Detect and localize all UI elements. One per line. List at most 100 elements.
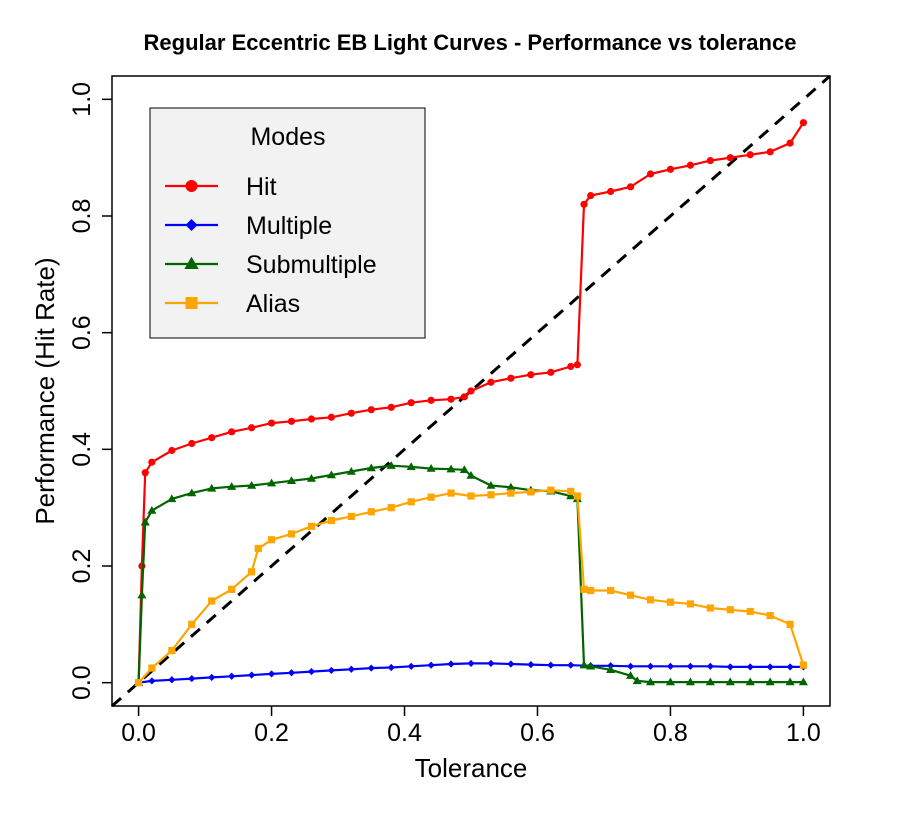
data-point-submultiple (426, 464, 436, 472)
data-point-submultiple (586, 661, 596, 670)
data-point-hit (706, 156, 714, 165)
series-layer (134, 119, 808, 687)
y-tick-label: 0.0 (68, 665, 96, 700)
data-point-submultiple (765, 677, 775, 686)
data-point-hit (387, 403, 395, 411)
data-point-hit (141, 469, 149, 477)
data-point-alias (799, 661, 808, 669)
data-point-alias (587, 586, 595, 595)
data-point-submultiple (785, 677, 795, 686)
data-point-submultiple (187, 488, 197, 497)
data-point-hit (287, 417, 296, 425)
legend-label: Hit (246, 173, 277, 201)
data-point-submultiple (147, 506, 157, 514)
data-point-submultiple (306, 473, 317, 482)
data-point-multiple (726, 663, 734, 671)
data-point-multiple (248, 671, 256, 679)
legend-label: Multiple (246, 212, 332, 240)
data-point-multiple (547, 661, 555, 669)
data-point-hit (267, 419, 276, 427)
y-tick-label: 0.2 (68, 549, 96, 584)
data-point-multiple (188, 674, 196, 683)
y-tick-label: 0.8 (68, 199, 96, 234)
legend-item-multiple: Multiple (165, 212, 332, 240)
data-point-hit (567, 362, 575, 371)
plot-frame (111, 75, 831, 707)
data-point-multiple (487, 659, 495, 668)
legend: Modes Hit Multiple Submultiple Alias (149, 107, 426, 339)
data-point-hit (168, 446, 176, 455)
data-point-hit (407, 399, 415, 407)
data-point-submultiple (632, 676, 642, 685)
data-point-hit (786, 139, 794, 147)
data-point-hit (666, 165, 675, 173)
data-point-alias (367, 508, 375, 516)
data-point-hit (746, 151, 754, 159)
data-point-alias (646, 596, 655, 604)
data-point-hit (447, 395, 455, 403)
data-point-alias (407, 498, 415, 506)
data-point-submultiple (446, 464, 456, 473)
data-point-submultiple (625, 671, 636, 679)
data-point-multiple (766, 663, 774, 671)
data-point-alias (726, 606, 734, 614)
data-point-alias (626, 591, 635, 599)
data-point-alias (547, 486, 555, 494)
data-point-alias (188, 620, 196, 628)
data-point-alias (786, 620, 794, 628)
data-point-multiple (148, 677, 156, 685)
data-point-hit (248, 424, 256, 432)
data-point-submultiple (645, 677, 656, 686)
x-tick-label: 0.8 (653, 719, 688, 747)
data-point-hit (626, 183, 635, 191)
y-axis: 0.0 0.2 0.4 0.6 0.8 1.0 (68, 82, 112, 700)
data-point-hit (188, 439, 196, 448)
data-point-alias (134, 679, 143, 687)
data-point-alias (567, 487, 575, 495)
legend-item-hit: Hit (165, 173, 277, 201)
y-tick-label: 0.6 (68, 315, 96, 350)
legend-swatch-marker (185, 180, 198, 192)
data-point-alias (666, 598, 675, 606)
data-point-alias (228, 585, 236, 593)
data-point-multiple (686, 662, 694, 670)
data-point-submultiple (685, 677, 695, 686)
data-point-alias (573, 492, 581, 500)
data-point-hit (148, 458, 156, 466)
data-point-hit (580, 200, 588, 208)
data-point-hit (507, 374, 515, 382)
data-point-multiple (267, 670, 276, 678)
data-point-hit (527, 371, 535, 379)
data-point-submultiple (247, 480, 257, 489)
data-point-hit (766, 148, 774, 156)
x-tick-label: 1.0 (786, 719, 821, 747)
data-point-alias (387, 504, 395, 512)
data-point-submultiple (386, 461, 396, 469)
y-tick-label: 1.0 (68, 82, 96, 117)
data-point-alias (746, 607, 754, 616)
data-point-hit (799, 119, 808, 127)
data-point-multiple (208, 673, 216, 682)
data-point-submultiple (227, 482, 237, 490)
data-point-submultiple (566, 491, 576, 500)
data-point-hit (607, 187, 615, 196)
data-point-multiple (367, 664, 375, 672)
legend-swatch-marker (184, 256, 199, 270)
data-point-alias (307, 522, 316, 530)
data-point-alias (467, 492, 475, 500)
data-point-submultiple (137, 590, 147, 599)
data-point-submultiple (286, 476, 297, 485)
data-point-multiple (447, 660, 455, 668)
data-point-submultiple (406, 462, 416, 471)
data-point-multiple (467, 659, 475, 668)
data-point-multiple (567, 661, 575, 669)
data-point-alias (287, 530, 296, 538)
data-point-multiple (168, 676, 176, 684)
data-point-hit (573, 361, 581, 369)
data-point-hit (327, 413, 335, 421)
data-point-hit (367, 406, 375, 414)
data-point-multiple (407, 662, 415, 670)
data-point-submultiple (705, 677, 715, 686)
data-point-alias (208, 597, 216, 605)
x-axis-label: Tolerance (415, 753, 528, 783)
